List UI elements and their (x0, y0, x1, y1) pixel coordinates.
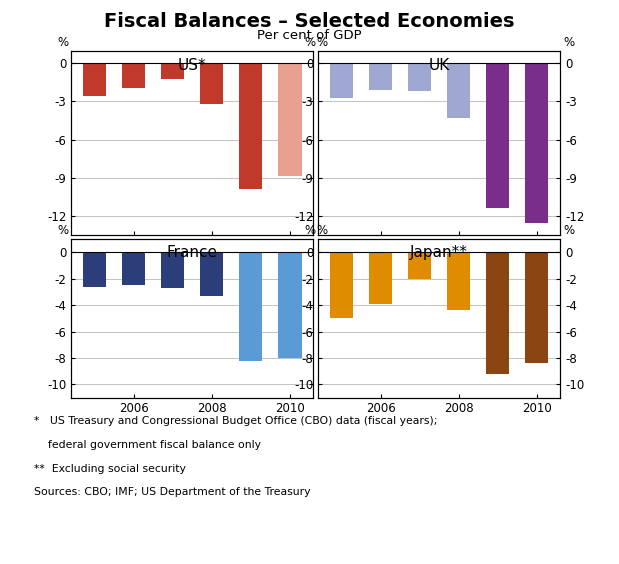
Bar (369, 63, 392, 90)
Bar (83, 252, 106, 287)
Text: UK: UK (428, 58, 450, 73)
Bar (122, 252, 145, 285)
Bar (408, 63, 431, 91)
Bar (239, 63, 262, 189)
Text: Japan**: Japan** (410, 245, 468, 261)
Text: US*: US* (178, 58, 207, 73)
Bar (525, 63, 548, 223)
Text: %: % (304, 36, 315, 49)
Bar (239, 252, 262, 360)
Bar (369, 252, 392, 304)
Text: %: % (316, 224, 327, 237)
Bar (122, 63, 145, 87)
Text: France: France (167, 245, 218, 261)
Text: federal government fiscal balance only: federal government fiscal balance only (34, 440, 261, 450)
Text: Sources: CBO; IMF; US Department of the Treasury: Sources: CBO; IMF; US Department of the … (34, 487, 311, 497)
Bar (83, 63, 106, 96)
Text: **  Excluding social security: ** Excluding social security (34, 464, 186, 474)
Text: %: % (563, 224, 574, 237)
Text: %: % (57, 36, 68, 49)
Bar (161, 252, 184, 288)
Text: %: % (304, 224, 315, 237)
Bar (330, 252, 353, 318)
Bar (161, 63, 184, 78)
Bar (447, 252, 470, 310)
Bar (525, 252, 548, 363)
Bar (486, 252, 509, 374)
Text: Per cent of GDP: Per cent of GDP (257, 29, 362, 42)
Bar (200, 252, 223, 296)
Bar (278, 63, 301, 177)
Bar (200, 63, 223, 104)
Bar (447, 63, 470, 118)
Text: *   US Treasury and Congressional Budget Office (CBO) data (fiscal years);: * US Treasury and Congressional Budget O… (34, 416, 438, 426)
Bar (278, 252, 301, 358)
Text: %: % (57, 224, 68, 237)
Bar (408, 252, 431, 279)
Text: %: % (563, 36, 574, 49)
Bar (330, 63, 353, 98)
Bar (486, 63, 509, 208)
Text: %: % (316, 36, 327, 49)
Text: Fiscal Balances – Selected Economies: Fiscal Balances – Selected Economies (104, 12, 515, 32)
